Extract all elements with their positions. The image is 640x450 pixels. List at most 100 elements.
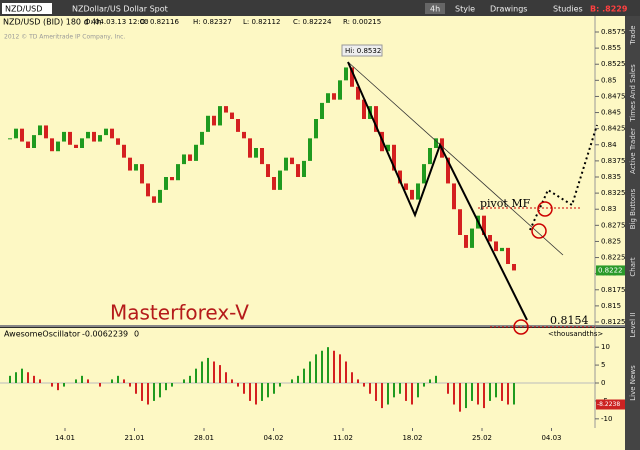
info-field: C: 0.82224: [293, 18, 332, 26]
y-tick-label: 0.815: [601, 302, 621, 310]
date-label: 25.02: [472, 434, 492, 442]
osc-tick-label: 0: [601, 379, 605, 387]
studies-btn[interactable]: Studies: [553, 5, 583, 14]
side-tab[interactable]: Level II: [629, 313, 637, 338]
candle: [428, 148, 432, 165]
osc-last-box: [596, 399, 625, 410]
candle: [50, 138, 54, 152]
candle: [116, 138, 120, 145]
candle: [74, 144, 78, 148]
candle: [488, 235, 492, 242]
candle: [146, 183, 150, 197]
toolbar: [0, 0, 640, 16]
candle: [494, 241, 498, 252]
candle: [128, 157, 132, 171]
y-tick-label: 0.8425: [601, 125, 626, 133]
candle: [434, 138, 438, 148]
candle: [398, 170, 402, 184]
osc-name: AwesomeOscillator: [4, 330, 81, 339]
y-tick-label: 0.8475: [601, 92, 626, 100]
candle: [56, 141, 60, 152]
candle: [152, 196, 156, 203]
candle: [224, 106, 228, 113]
y-tick-label: 0.8225: [601, 254, 626, 262]
side-tab[interactable]: Trade: [629, 25, 637, 45]
candle: [86, 131, 90, 139]
y-tick-label: 0.84: [601, 141, 617, 149]
y-tick-label: 0.8325: [601, 189, 626, 197]
candle: [464, 235, 468, 248]
y-tick-label: 0.8125: [601, 318, 626, 326]
wave-line: [347, 61, 528, 321]
candle: [20, 128, 24, 142]
osc-last: -8.2238: [597, 401, 620, 408]
candle: [512, 264, 516, 271]
y-tick-label: 0.83: [601, 205, 617, 213]
bid: B: .8229: [590, 5, 628, 14]
candle: [140, 164, 144, 184]
info-title: NZD/USD (BID) 180 d 4h: [3, 18, 101, 27]
date-label: 28.01: [194, 434, 214, 442]
candle: [44, 125, 48, 139]
y-tick-label: 0.8525: [601, 60, 626, 68]
description: NZDollar/US Dollar Spot: [72, 5, 168, 14]
osc-tick-label: 10: [601, 343, 610, 351]
symbol-box[interactable]: [2, 3, 52, 14]
candle: [362, 99, 366, 119]
info-field: H: 0.82327: [193, 18, 232, 26]
trendline: [347, 61, 564, 256]
y-tick-label: 0.85: [601, 76, 617, 84]
osc-panel: [0, 328, 625, 428]
osc-tick-label: 5: [601, 361, 605, 369]
candle: [80, 138, 84, 148]
drawings-btn[interactable]: Drawings: [490, 5, 527, 14]
osc-value: -0.0062239: [82, 330, 128, 339]
side-tab[interactable]: Active Trader: [629, 128, 637, 174]
candle: [350, 67, 354, 87]
candle: [404, 183, 408, 190]
candle: [158, 189, 162, 203]
candle: [236, 119, 240, 132]
period-btn[interactable]: [425, 3, 445, 14]
y-tick-label: 0.8175: [601, 286, 626, 294]
candle: [260, 148, 264, 165]
style-btn[interactable]: Style: [455, 5, 475, 14]
date-label: 21.01: [124, 434, 144, 442]
candle: [392, 144, 396, 171]
high-label: Hi: 0.8532: [345, 47, 381, 55]
high-box: [341, 44, 383, 57]
candle: [290, 157, 294, 165]
candle: [248, 138, 252, 158]
candle: [422, 164, 426, 184]
candle: [26, 141, 30, 148]
circle: [537, 201, 553, 217]
candle: [308, 138, 312, 161]
target-label: 0.8154: [550, 314, 589, 327]
candle: [500, 247, 504, 252]
period[interactable]: 4h: [430, 5, 440, 14]
osc-zero: 0: [134, 330, 139, 339]
date-label: 04.03: [541, 434, 561, 442]
watermark: 2012 © TD Ameritrade IP Company, Inc.: [4, 34, 125, 41]
side-tab[interactable]: Big Buttons: [629, 188, 637, 229]
circle: [531, 223, 547, 239]
candle: [314, 119, 318, 139]
candle: [506, 247, 510, 264]
y-tick-label: 0.8575: [601, 28, 626, 36]
candle: [344, 67, 348, 81]
info-field: L: 0.82112: [243, 18, 280, 26]
side-tab[interactable]: Times And Sales: [629, 64, 637, 123]
candle: [122, 144, 126, 158]
candle: [482, 215, 486, 235]
date-axis: [0, 428, 625, 450]
symbol[interactable]: NZD/USD: [5, 5, 42, 14]
side-tab[interactable]: Live News: [629, 365, 637, 401]
last-price: 0.8222: [598, 266, 623, 274]
y-tick-label: 0.825: [601, 237, 621, 245]
pivot-label: pivot MF: [480, 197, 531, 210]
candle: [356, 86, 360, 100]
candle: [14, 128, 18, 139]
side-tab[interactable]: Chart: [629, 257, 637, 276]
price-panel: [0, 16, 625, 326]
